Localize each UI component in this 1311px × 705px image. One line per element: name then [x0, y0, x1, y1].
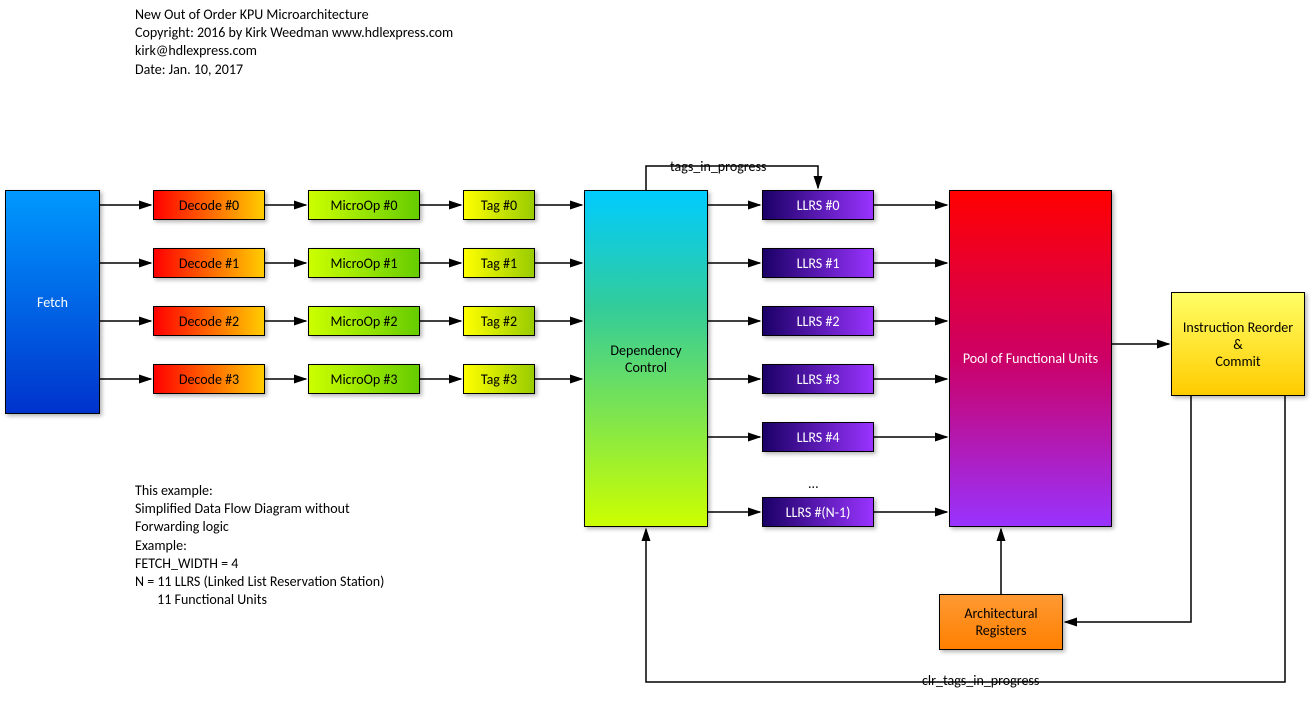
header-text: New Out of Order KPU MicroarchitectureCo…: [135, 6, 453, 79]
decode-block-1: Decode #1: [153, 248, 265, 278]
dependency-control-label: Dependency Control: [585, 342, 707, 376]
tag-block-1: Tag #1: [463, 248, 535, 278]
llrs-block-4: LLRS #4: [762, 422, 874, 452]
microop-block-label-2: MicroOp #2: [331, 313, 398, 330]
tag-block-label-0: Tag #0: [481, 197, 517, 214]
tag-block-label-2: Tag #2: [481, 313, 517, 330]
decode-block-2: Decode #2: [153, 306, 265, 336]
microop-block-label-1: MicroOp #1: [331, 255, 398, 272]
decode-block-0: Decode #0: [153, 190, 265, 220]
microop-block-2: MicroOp #2: [308, 306, 420, 336]
llrs-block-label-2: LLRS #2: [797, 313, 840, 330]
tag-block-2: Tag #2: [463, 306, 535, 336]
decode-block-label-2: Decode #2: [179, 313, 239, 330]
tag-block-label-1: Tag #1: [481, 255, 517, 272]
llrs-block-1: LLRS #1: [762, 248, 874, 278]
llrs-block-label-0: LLRS #0: [797, 197, 840, 214]
microop-block-0: MicroOp #0: [308, 190, 420, 220]
pool-block: Pool of Functional Units: [949, 190, 1112, 527]
pool-label: Pool of Functional Units: [955, 350, 1106, 367]
archreg-block: Architectural Registers: [939, 594, 1063, 650]
tag-block-0: Tag #0: [463, 190, 535, 220]
clr-tags-in-progress-label: clr_tags_in_progress: [920, 672, 1041, 689]
llrs-block-label-5: LLRS #(N-1): [786, 504, 851, 521]
dependency-control-block: Dependency Control: [584, 190, 708, 527]
llrs-block-0: LLRS #0: [762, 190, 874, 220]
microop-block-label-3: MicroOp #3: [331, 371, 398, 388]
tag-block-label-3: Tag #3: [481, 371, 517, 388]
llrs-block-label-4: LLRS #4: [797, 429, 840, 446]
llrs-block-label-1: LLRS #1: [797, 255, 840, 272]
microop-block-1: MicroOp #1: [308, 248, 420, 278]
fetch-label: Fetch: [37, 294, 68, 311]
reorder-block: Instruction Reorder & Commit: [1171, 292, 1305, 396]
llrs-block-3: LLRS #3: [762, 364, 874, 394]
footer-text: This example:Simplified Data Flow Diagra…: [135, 482, 384, 609]
tags-in-progress-label: tags_in_progress: [668, 158, 768, 175]
llrs-block-label-3: LLRS #3: [797, 371, 840, 388]
decode-block-label-3: Decode #3: [179, 371, 239, 388]
llrs-ellipsis: ...: [808, 475, 819, 492]
microop-block-label-0: MicroOp #0: [331, 197, 398, 214]
decode-block-label-0: Decode #0: [179, 197, 239, 214]
llrs-block-5: LLRS #(N-1): [762, 497, 874, 527]
reorder-label: Instruction Reorder & Commit: [1177, 319, 1299, 370]
microop-block-3: MicroOp #3: [308, 364, 420, 394]
decode-block-3: Decode #3: [153, 364, 265, 394]
fetch-block: Fetch: [5, 190, 100, 414]
archreg-label: Architectural Registers: [940, 605, 1062, 639]
llrs-block-2: LLRS #2: [762, 306, 874, 336]
decode-block-label-1: Decode #1: [179, 255, 239, 272]
tag-block-3: Tag #3: [463, 364, 535, 394]
